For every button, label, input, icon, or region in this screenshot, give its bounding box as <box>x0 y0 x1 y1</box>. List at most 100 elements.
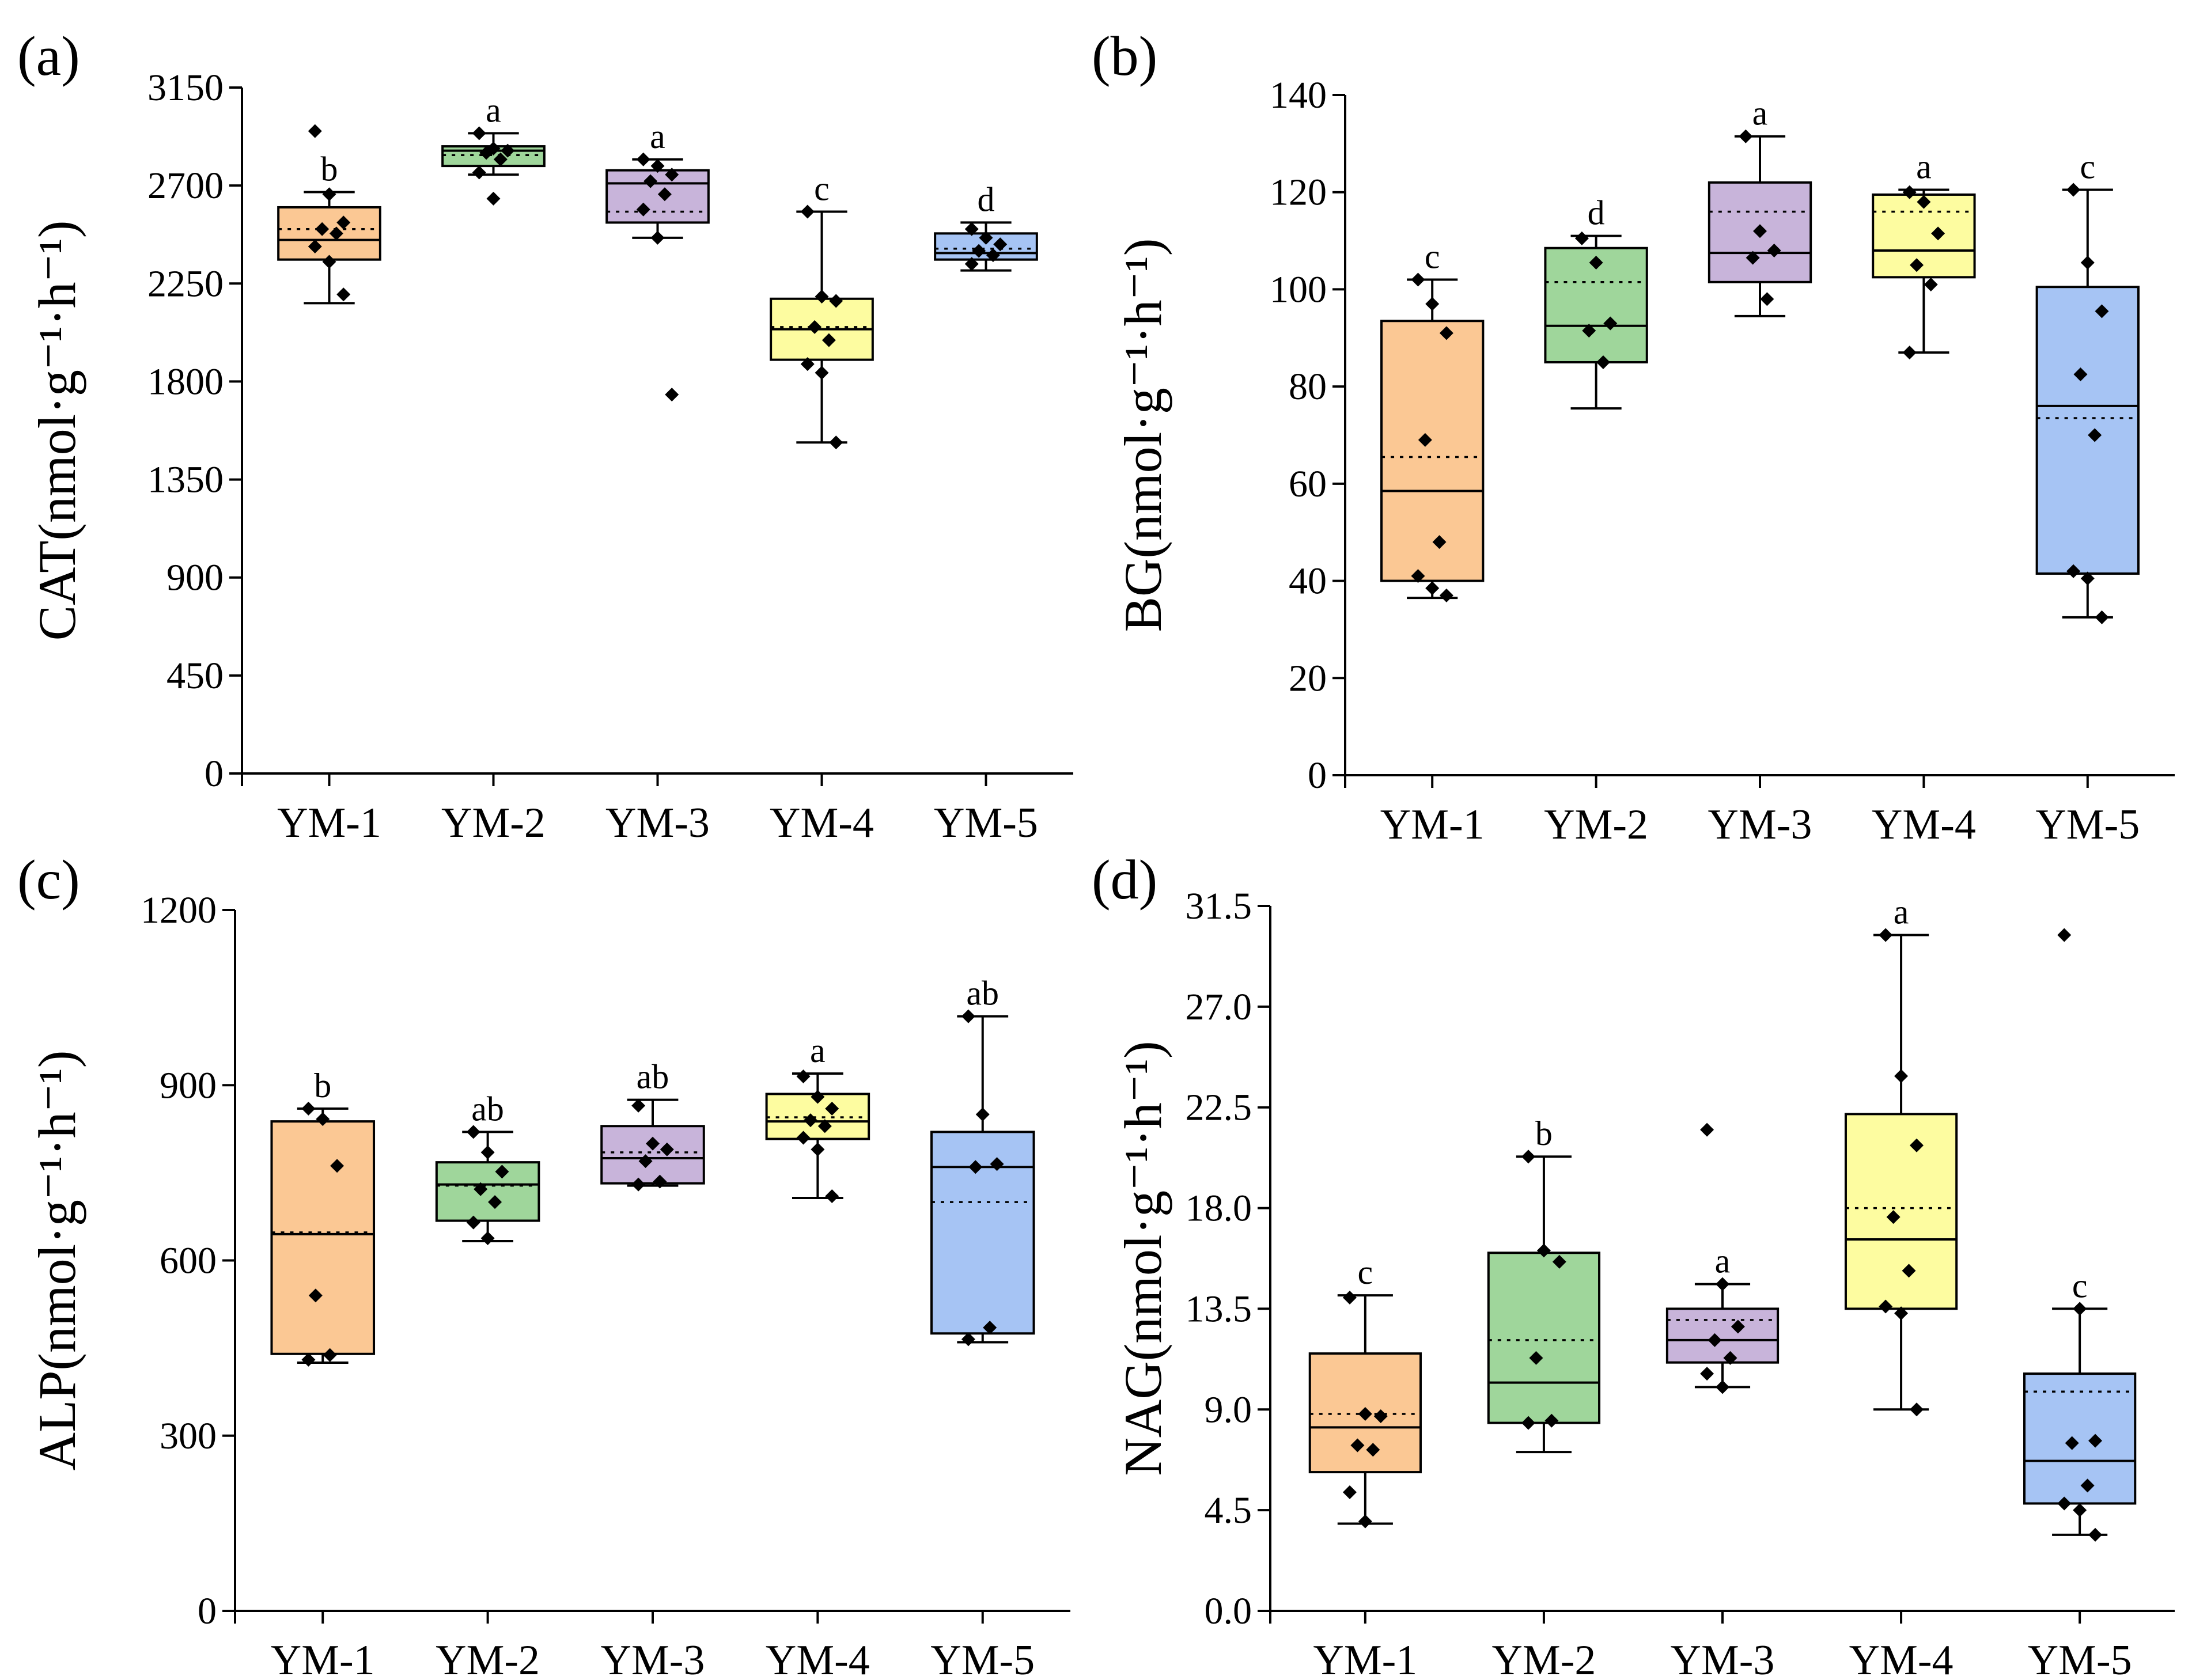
data-point <box>480 1145 495 1159</box>
y-tick-label: 600 <box>160 1240 217 1282</box>
data-point <box>825 1101 839 1116</box>
x-tick-label: YM-1 <box>1313 1637 1417 1680</box>
data-point <box>660 1142 674 1156</box>
data-point <box>486 191 501 206</box>
y-tick-label: 22.5 <box>1186 1087 1252 1129</box>
data-point <box>825 1189 839 1203</box>
data-point <box>811 1090 825 1104</box>
box-YM-1: c <box>1380 238 1485 602</box>
data-point <box>1342 1291 1357 1304</box>
y-tick-label: 4.5 <box>1205 1489 1252 1531</box>
y-tick-label: 13.5 <box>1186 1288 1252 1330</box>
box-YM-2: ab <box>435 1090 540 1245</box>
data-point <box>1439 326 1453 340</box>
iqr-box <box>600 1125 705 1185</box>
y-tick-label: 0.0 <box>1205 1590 1252 1632</box>
y-axis-title: ALP(nmol·g⁻¹·h⁻¹) <box>28 1051 86 1471</box>
data-point <box>1910 258 1924 272</box>
y-axis-title: NAG(nmol·g⁻¹·h⁻¹) <box>1114 1041 1172 1476</box>
data-point <box>315 222 330 236</box>
data-point <box>1418 433 1432 447</box>
x-tick-label: YM-3 <box>1671 1637 1775 1680</box>
x-tick-label: YM-1 <box>277 799 381 847</box>
data-point <box>796 1070 811 1084</box>
data-point <box>803 1113 817 1128</box>
data-point <box>975 1107 990 1121</box>
significance-letter: b <box>321 150 338 188</box>
y-tick-label: 27.0 <box>1186 986 1252 1028</box>
data-point <box>495 1165 509 1179</box>
panel-label: (a) <box>17 25 80 88</box>
data-point <box>1902 1264 1916 1278</box>
box-YM-2: b <box>1487 1114 1601 1454</box>
data-point <box>1552 1254 1566 1269</box>
y-tick-label: 40 <box>1289 560 1327 602</box>
box-YM-4: a <box>1872 147 1976 360</box>
data-point <box>811 1142 825 1156</box>
y-tick-label: 18.0 <box>1186 1188 1252 1230</box>
box-YM-1: b <box>270 1067 376 1367</box>
data-point <box>322 255 336 269</box>
data-point <box>800 357 815 371</box>
iqr-box <box>1380 320 1485 582</box>
y-tick-label: 0 <box>1308 754 1327 797</box>
data-point <box>650 230 665 245</box>
data-point <box>972 244 986 258</box>
data-point <box>800 204 815 219</box>
y-tick-label: 20 <box>1289 657 1327 699</box>
data-point <box>961 1009 975 1023</box>
data-point <box>2088 1434 2103 1448</box>
data-point <box>501 143 515 158</box>
data-point <box>665 388 679 402</box>
data-point <box>474 1182 488 1196</box>
x-tick-label: YM-5 <box>930 1637 1035 1680</box>
data-point <box>829 294 843 308</box>
data-point <box>480 1231 495 1245</box>
data-point <box>1739 129 1753 143</box>
data-point <box>466 1125 480 1139</box>
y-tick-label: 300 <box>160 1415 217 1457</box>
data-point <box>316 1112 330 1127</box>
panel-d: 0.0 4.5 9.0 13.5 18.0 22.5 27.0 31.5 YM-1 YM-2 YM-… <box>1092 849 2175 1680</box>
data-point <box>1909 1138 1924 1152</box>
significance-letter: a <box>1894 893 1909 931</box>
data-point <box>1700 1367 1714 1381</box>
x-tick-label: YM-2 <box>441 799 546 847</box>
significance-letter: b <box>1535 1114 1553 1152</box>
data-point <box>1411 569 1425 583</box>
significance-letter: c <box>1425 238 1440 276</box>
data-point <box>330 1159 344 1173</box>
iqr-box <box>1487 1252 1601 1424</box>
y-tick-label: 60 <box>1289 463 1327 505</box>
iqr-box <box>2023 1372 2137 1505</box>
data-point <box>1708 1333 1722 1347</box>
data-point <box>1582 324 1596 338</box>
data-point <box>2095 304 2109 318</box>
data-point <box>1894 1306 1909 1321</box>
significance-letter: d <box>977 180 994 218</box>
box-YM-4: a <box>1844 893 1958 1417</box>
y-tick-label: 0 <box>205 753 224 795</box>
box-YM-3: a <box>1665 1122 1780 1394</box>
data-point <box>2073 1302 2087 1316</box>
data-point <box>1879 1299 1893 1314</box>
box-YM-4: a <box>765 1031 870 1203</box>
y-tick-label: 900 <box>160 1064 217 1106</box>
data-point <box>650 159 665 173</box>
data-point <box>322 187 336 202</box>
y-tick-label: 2700 <box>147 165 224 207</box>
data-point <box>1358 1407 1372 1421</box>
box-YM-5: c <box>2023 928 2137 1542</box>
data-point <box>472 165 486 180</box>
data-point <box>1358 1514 1372 1529</box>
y-tick-label: 80 <box>1289 366 1327 408</box>
data-point <box>646 1136 660 1151</box>
significance-letter: b <box>314 1067 331 1105</box>
data-point <box>631 1098 646 1113</box>
data-point <box>308 124 322 138</box>
y-tick-label: 1350 <box>147 459 224 501</box>
box-YM-5: d <box>934 180 1038 272</box>
data-point <box>2057 1496 2072 1511</box>
data-point <box>1902 346 1917 360</box>
